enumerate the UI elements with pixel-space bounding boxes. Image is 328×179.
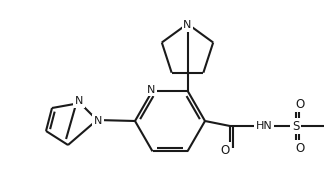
Text: O: O [296,142,305,154]
Text: N: N [75,96,83,106]
Text: N: N [147,85,156,95]
Text: N: N [183,20,192,30]
Text: S: S [292,120,300,132]
Text: HN: HN [256,121,272,131]
Text: N: N [94,116,102,126]
Text: O: O [296,98,305,110]
Text: O: O [220,144,230,156]
